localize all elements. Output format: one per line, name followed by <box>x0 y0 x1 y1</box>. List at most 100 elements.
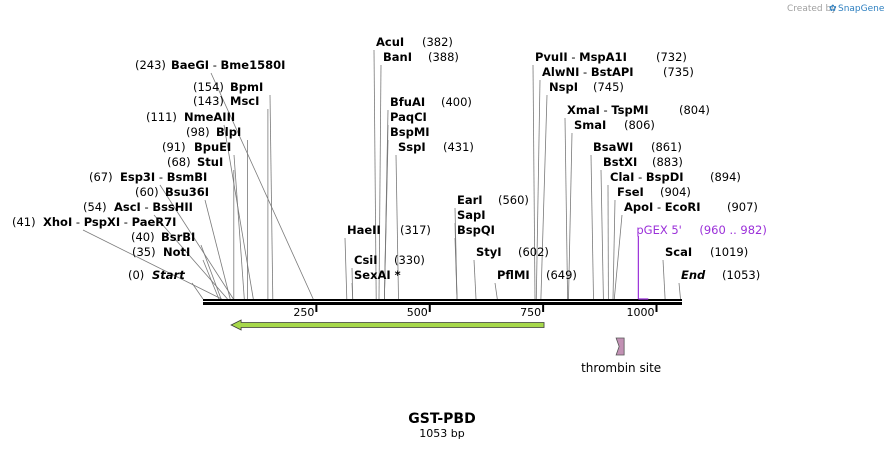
primer-pgex5[interactable]: pGEX 5' (960 .. 982) <box>636 223 767 300</box>
site-label-pflmi[interactable]: (649) PflMI <box>497 268 577 282</box>
site-label-baegi[interactable]: (243) BaeGI - Bme1580I <box>135 58 285 72</box>
site-label-nspi[interactable]: (745) NspI <box>549 80 624 94</box>
enzyme-name: BaeGI - Bme1580I <box>171 58 285 72</box>
site-label-bfuai[interactable]: (400) BfuAI <box>390 95 472 109</box>
snapgene-logo-icon: ✿ <box>829 4 837 14</box>
enzyme-name: ScaI <box>665 245 692 259</box>
site-label-paqci[interactable]: PaqCI <box>390 110 427 124</box>
enzyme-name: NotI <box>163 245 190 259</box>
site-position: (745) <box>593 80 624 94</box>
site-position: (98) <box>186 125 210 139</box>
enzyme-name: BstXI <box>603 155 637 169</box>
site-position: (111) <box>146 110 177 124</box>
cut-line-haeii <box>344 237 348 300</box>
feature-track: thrombin site <box>230 319 661 375</box>
cut-line-pvuii <box>532 64 536 300</box>
site-label-styi[interactable]: (602) StyI <box>476 245 549 259</box>
site-label-bpmi[interactable]: (154) BpmI <box>193 80 263 94</box>
site-label-pvuii[interactable]: (732) PvuII - MspA1I <box>535 50 687 64</box>
site-label-start[interactable]: (0) Start <box>128 268 185 282</box>
site-label-xmai[interactable]: (804) XmaI - TspMI <box>567 103 710 117</box>
site-label-alwni[interactable]: (735) AlwNI - BstAPI <box>542 65 694 79</box>
site-position: (431) <box>443 140 474 154</box>
cut-line-alwni <box>535 79 541 300</box>
site-label-xhoi[interactable]: (41) XhoI - PspXI - PaeR7I <box>12 215 176 229</box>
cut-line-bsu36i <box>204 199 231 300</box>
site-label-bspmi[interactable]: BspMI <box>390 125 430 139</box>
enzyme-labels: (243) BaeGI - Bme1580I(154) BpmI(143) MscI(… <box>12 35 760 282</box>
site-position: (154) <box>193 80 224 94</box>
site-label-bsrbi[interactable]: (40) BsrBI <box>131 230 195 244</box>
site-label-nmeaiii[interactable]: (111) NmeAIII <box>146 110 235 124</box>
cut-line-scai <box>662 259 666 300</box>
site-label-apoi[interactable]: (907) ApoI - EcoRI <box>624 200 758 214</box>
site-label-bsu36i[interactable]: (60) Bsu36I <box>135 185 209 199</box>
site-label-asci[interactable]: (54) AscI - BssHII <box>83 200 193 214</box>
enzyme-name: End <box>681 268 706 282</box>
cut-line-asci <box>153 214 228 300</box>
site-position: (35) <box>132 245 156 259</box>
cut-line-bspqi <box>454 237 458 300</box>
site-position: (907) <box>727 200 758 214</box>
site-label-esp3i[interactable]: (67) Esp3I - BsmBI <box>89 170 207 184</box>
sequence-backbone-top <box>203 299 682 301</box>
site-label-sexai[interactable]: SexAI * <box>354 268 401 282</box>
feature-thrombin-site[interactable] <box>615 337 625 356</box>
site-label-end[interactable]: (1053) End <box>681 268 760 282</box>
site-label-sapi[interactable]: SapI <box>457 208 486 222</box>
site-label-eari[interactable]: (560) EarI <box>457 193 529 207</box>
cut-line-start <box>191 282 204 300</box>
site-label-fsei[interactable]: (904) FseI <box>617 185 691 199</box>
site-position: (1019) <box>710 245 748 259</box>
cut-line-sspi <box>395 154 399 300</box>
site-position: (400) <box>441 95 472 109</box>
enzyme-name: XmaI - TspMI <box>567 103 648 117</box>
enzyme-name: StyI <box>476 245 502 259</box>
site-position: (904) <box>660 185 691 199</box>
feature-arrow-gst[interactable] <box>230 319 545 331</box>
axis-tick-label: 750 <box>520 306 541 319</box>
cut-line-pflmi <box>494 282 498 300</box>
site-label-sspi[interactable]: (431) SspI <box>398 140 474 154</box>
site-label-smai[interactable]: (806) SmaI <box>574 118 655 132</box>
site-position: (560) <box>498 193 529 207</box>
site-label-clai[interactable]: (894) ClaI - BspDI <box>610 170 741 184</box>
cut-line-xmai <box>564 117 568 300</box>
site-label-msci[interactable]: (143) MscI <box>193 94 259 108</box>
cut-line-bstxi <box>600 169 604 300</box>
cut-line-styi <box>473 259 477 300</box>
enzyme-name: Esp3I - BsmBI <box>120 170 207 184</box>
enzyme-name: HaeII <box>347 223 381 237</box>
site-label-blpi[interactable]: (98) BlpI <box>186 125 241 139</box>
enzyme-name: BsrBI <box>161 230 195 244</box>
site-label-bpuei[interactable]: (91) BpuEI <box>162 140 231 154</box>
site-label-noti[interactable]: (35) NotI <box>132 245 190 259</box>
site-label-stui[interactable]: (68) StuI <box>167 155 223 169</box>
site-label-acui[interactable]: (382) AcuI <box>376 35 453 49</box>
site-position: (649) <box>546 268 577 282</box>
enzyme-name: PvuII - MspA1I <box>535 50 627 64</box>
sequence-length: 1053 bp <box>419 427 464 440</box>
enzyme-name: ApoI - EcoRI <box>624 200 701 214</box>
primer-range: (960 .. 982) <box>699 223 767 237</box>
site-label-csii[interactable]: (330) CsiI <box>354 253 425 267</box>
site-label-bsawi[interactable]: (861) BsaWI <box>593 140 682 154</box>
site-position: (54) <box>83 200 107 214</box>
enzyme-name: PaqCI <box>390 110 427 124</box>
site-label-haeii[interactable]: (317) HaeII <box>347 223 431 237</box>
site-label-bspqi[interactable]: BspQI <box>457 223 495 237</box>
sequence-title: GST-PBD <box>408 411 475 427</box>
enzyme-name: SapI <box>457 208 486 222</box>
site-position: (41) <box>12 215 36 229</box>
cut-line-smai <box>568 132 573 300</box>
site-position: (317) <box>400 223 431 237</box>
site-label-bstxi[interactable]: (883) BstXI <box>603 155 683 169</box>
cut-line-nmeaiii <box>223 124 254 300</box>
enzyme-name: XhoI - PspXI - PaeR7I <box>43 215 176 229</box>
enzyme-name: BpuEI <box>194 140 231 154</box>
site-position: (0) <box>128 268 144 282</box>
site-label-bani[interactable]: (388) BanI <box>383 50 459 64</box>
enzyme-name: BanI <box>383 50 412 64</box>
site-label-scai[interactable]: (1019) ScaI <box>665 245 748 259</box>
